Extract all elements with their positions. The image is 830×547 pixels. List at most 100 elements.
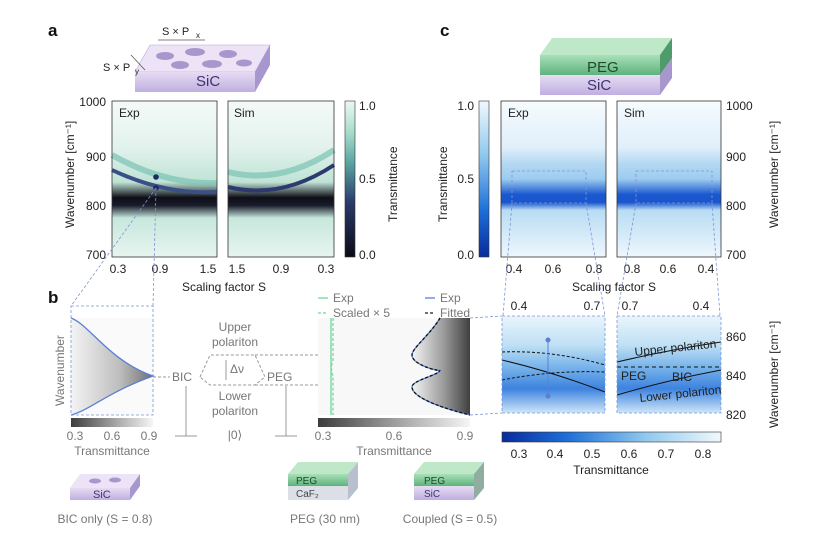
b-right-spectrum [318,317,471,416]
xtick-c: 0.6 [660,262,677,276]
ylabel-a: Wavenumber [cm⁻¹] [63,121,77,228]
legend-exp1: Exp [333,291,354,305]
zoom-label-bic: BIC [672,370,692,384]
xlabel-c: Scaling factor S [572,280,656,294]
cbar-tick-c: 0.0 [457,248,474,262]
b-right-xlabel: Transmittance [356,444,432,458]
caption-peg: PEG (30 nm) [290,512,360,526]
cbar-tick-c: 0.5 [457,172,474,186]
panel-label-b: b [48,288,58,307]
zoom-c-exp [501,315,606,414]
hbar-tick: 0.5 [584,447,601,461]
zoom-xtick: 0.7 [584,299,601,313]
hbar-tick: 0.4 [547,447,564,461]
b-level-lower: Lower [219,389,252,403]
b-left-tick: 0.6 [104,429,121,443]
zoom-ytick: 820 [726,408,746,422]
schematic-a-px-label: S × P [162,26,189,38]
zoom-ytick: 860 [726,330,746,344]
schematic-a: SiC S × P x S × P y [103,26,271,92]
sim-label-c: Sim [624,106,645,120]
b-right-tick: 0.6 [386,429,403,443]
xtick-c: 0.8 [586,262,603,276]
b-left-bar [71,418,153,427]
zoom-xtick: 0.4 [511,299,528,313]
b-left-tick: 0.9 [141,429,158,443]
b-right-bar [318,418,470,427]
caption-bic: BIC only (S = 0.8) [57,512,152,526]
cbar-label-c: Transmittance [436,146,450,222]
b-left-xlabel: Transmittance [74,444,150,458]
ytick-a: 900 [86,150,106,164]
hbar-tick: 0.8 [695,447,712,461]
cbar-tick-a: 1.0 [359,99,376,113]
data-point [545,393,551,399]
hbar-tick: 0.3 [511,447,528,461]
chip-peg2-label: PEG [424,476,445,487]
xtick-a: 1.5 [200,262,217,276]
cbar-tick-a: 0.0 [359,248,376,262]
xtick-c: 0.4 [506,262,523,276]
exp-label-c: Exp [508,106,529,120]
heatmap-c-sim: Sim [616,100,722,258]
zoom-xtick: 0.4 [693,299,710,313]
b-left-spectrum [70,305,155,416]
ytick-c: 1000 [726,99,753,113]
legend-fitted-text: Fitted [440,306,470,320]
heatmap-a-exp: Exp [110,100,218,258]
zoom-xtick: 0.7 [622,299,639,313]
hbar-label: Transmittance [573,463,649,477]
b-left-tick: 0.3 [67,429,84,443]
zoom-label-peg: PEG [621,369,646,383]
schematic-c: PEG SiC [540,38,672,95]
schematic-c-top-label: PEG [587,59,619,76]
ytick-a: 700 [86,248,106,262]
ytick-c: 700 [726,248,746,262]
xtick-c: 0.6 [545,262,562,276]
b-level-upper2: polariton [212,335,258,349]
schematic-a-slab-label: SiC [196,73,220,90]
chip-sic2-label: SiC [424,489,440,500]
hbar-tick: 0.6 [621,447,638,461]
data-point [153,174,159,180]
chip-coupled: PEG SiC [414,462,484,500]
schematic-a-px-sub: x [196,31,200,40]
zoom-connectors [502,202,721,317]
cbar-label-a: Transmittance [386,146,400,222]
ytick-c: 900 [726,150,746,164]
zoom-c-sim: Upper polariton PEG BIC Lower polariton [616,315,722,414]
chip-peg: PEG CaF₂ [288,462,358,500]
legend-exp2: Exp [440,291,461,305]
zoom-ylabel: Wavenumber [cm⁻¹] [767,321,781,428]
schematic-c-bottom-label: SiC [587,77,611,94]
xtick-c: 0.8 [624,262,641,276]
b-right-tick: 0.3 [315,429,332,443]
b-level-ground: |0⟩ [228,428,242,442]
cbar-tick-c: 1.0 [457,99,474,113]
panel-label-a: a [48,21,58,40]
cbar-tick-a: 0.5 [359,172,376,186]
b-level-peg: PEG [267,370,292,384]
b-level-bic: BIC [172,370,192,384]
chip-bic-only: SiC [70,474,140,501]
xtick-a: 0.9 [273,262,290,276]
sim-label-a: Sim [234,106,255,120]
xtick-c: 0.4 [698,262,715,276]
chip-caf2-label: CaF₂ [296,489,319,500]
xtick-a: 0.9 [152,262,169,276]
data-point [545,337,551,343]
schematic-a-py-label: S × P [103,62,130,74]
b-ylabel: Wavenumber [53,335,67,406]
b-connectors [70,187,157,307]
xtick-a: 1.5 [229,262,246,276]
legend-scaled-text: Scaled × 5 [333,306,390,320]
b-right-tick: 0.9 [457,429,474,443]
xtick-a: 0.3 [110,262,127,276]
b-level-lower2: polariton [212,404,258,418]
b-right-connectors [469,315,503,416]
b-level-dnu: Δν [230,362,244,376]
ylabel-c: Wavenumber [cm⁻¹] [767,121,781,228]
colorbar-c [478,100,490,258]
heatmap-a-sim: Sim [227,100,336,258]
